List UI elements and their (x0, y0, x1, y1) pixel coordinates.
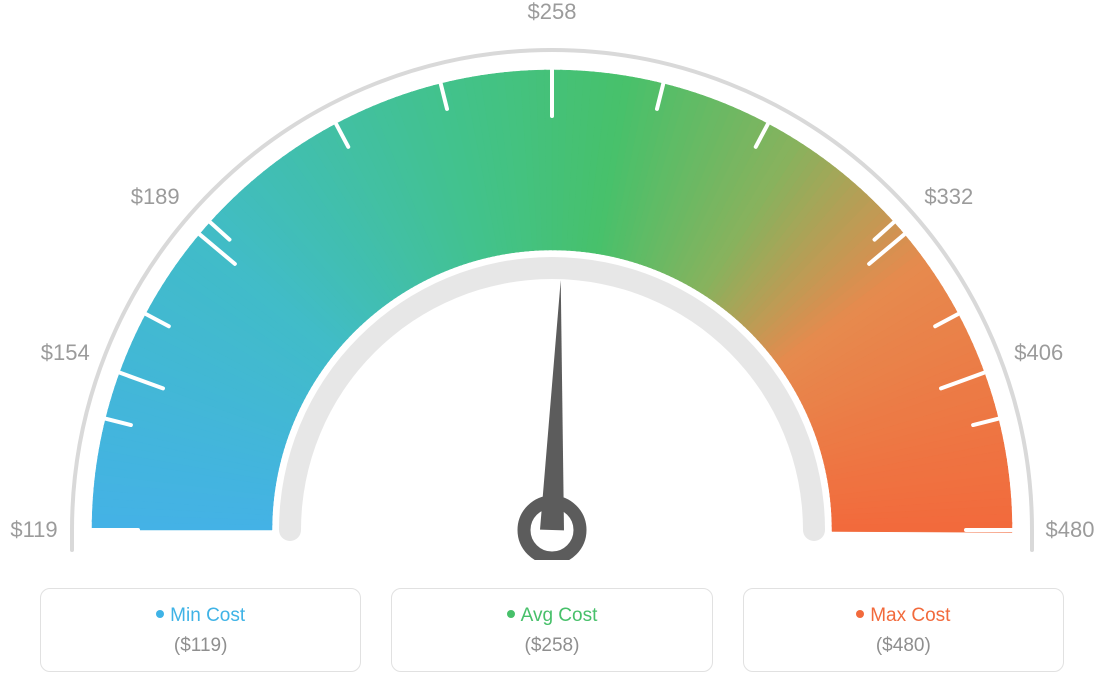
legend-dot-avg (507, 610, 515, 618)
legend-title-min: Min Cost (51, 605, 350, 627)
legend-value-avg: ($258) (402, 635, 701, 657)
gauge-tick-label: $119 (10, 517, 57, 543)
legend-card-min: Min Cost ($119) (40, 588, 361, 672)
legend-row: Min Cost ($119) Avg Cost ($258) Max Cost… (40, 588, 1064, 672)
legend-label-max: Max Cost (870, 605, 950, 626)
legend-label-avg: Avg Cost (521, 605, 598, 626)
cost-gauge: $119 $154 $189 $258 $332 $406 $480 (0, 0, 1104, 560)
legend-title-max: Max Cost (754, 605, 1053, 627)
gauge-tick-label: $258 (528, 0, 577, 25)
gauge-tick-label: $332 (924, 184, 973, 210)
gauge-tick-label: $480 (1046, 517, 1095, 543)
legend-value-max: ($480) (754, 635, 1053, 657)
gauge-tick-label: $154 (41, 340, 90, 366)
legend-card-max: Max Cost ($480) (743, 588, 1064, 672)
legend-label-min: Min Cost (170, 605, 245, 626)
gauge-tick-label: $406 (1014, 340, 1063, 366)
legend-dot-min (156, 610, 164, 618)
legend-value-min: ($119) (51, 635, 350, 657)
gauge-svg (0, 0, 1104, 560)
gauge-tick-label: $189 (131, 184, 180, 210)
legend-dot-max (856, 610, 864, 618)
legend-card-avg: Avg Cost ($258) (391, 588, 712, 672)
legend-title-avg: Avg Cost (402, 605, 701, 627)
